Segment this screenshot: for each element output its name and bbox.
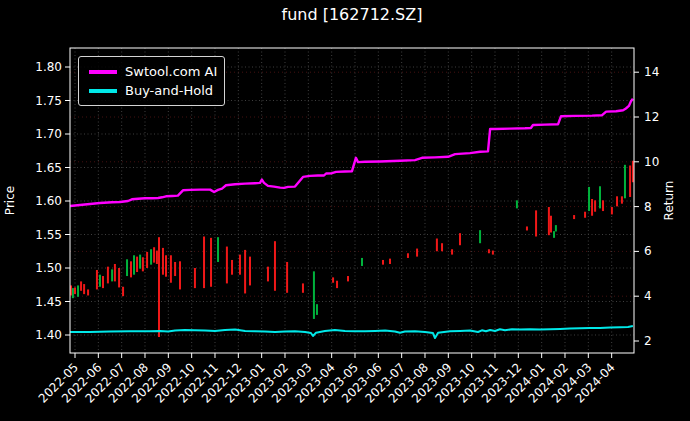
return-tick-label: 2: [644, 334, 652, 348]
return-tick-label: 6: [644, 244, 652, 258]
return-tick-label: 12: [644, 110, 659, 124]
legend: Swtool.com AI Buy-and-Hold: [78, 56, 225, 106]
legend-label-strategy: Swtool.com AI: [125, 64, 217, 79]
legend-item-buyhold: Buy-and-Hold: [89, 81, 217, 100]
legend-label-buyhold: Buy-and-Hold: [125, 83, 213, 98]
price-tick-label: 1.75: [35, 94, 62, 108]
price-tick-label: 1.80: [35, 60, 62, 74]
candlesticks: [70, 161, 634, 337]
buyhold-line-swatch: [89, 89, 117, 93]
price-tick-label: 1.50: [35, 261, 62, 275]
return-tick-label: 10: [644, 155, 659, 169]
strategy-line: [70, 99, 633, 206]
price-tick-label: 1.70: [35, 127, 62, 141]
buyhold-line: [70, 326, 633, 338]
price-tick-label: 1.60: [35, 194, 62, 208]
legend-item-strategy: Swtool.com AI: [89, 62, 217, 81]
strategy-line-swatch: [89, 70, 117, 74]
price-tick-label: 1.40: [35, 328, 62, 342]
return-tick-label: 14: [644, 65, 659, 79]
return-axis-label: Return: [662, 181, 676, 221]
return-tick-label: 4: [644, 289, 652, 303]
return-tick-label: 8: [644, 200, 652, 214]
price-axis-label: Price: [3, 186, 17, 215]
price-tick-label: 1.55: [35, 228, 62, 242]
price-tick-label: 1.65: [35, 161, 62, 175]
chart-root: fund [162712.SZ] 1.401.451.501.551.601.6…: [0, 0, 690, 421]
price-tick-label: 1.45: [35, 295, 62, 309]
